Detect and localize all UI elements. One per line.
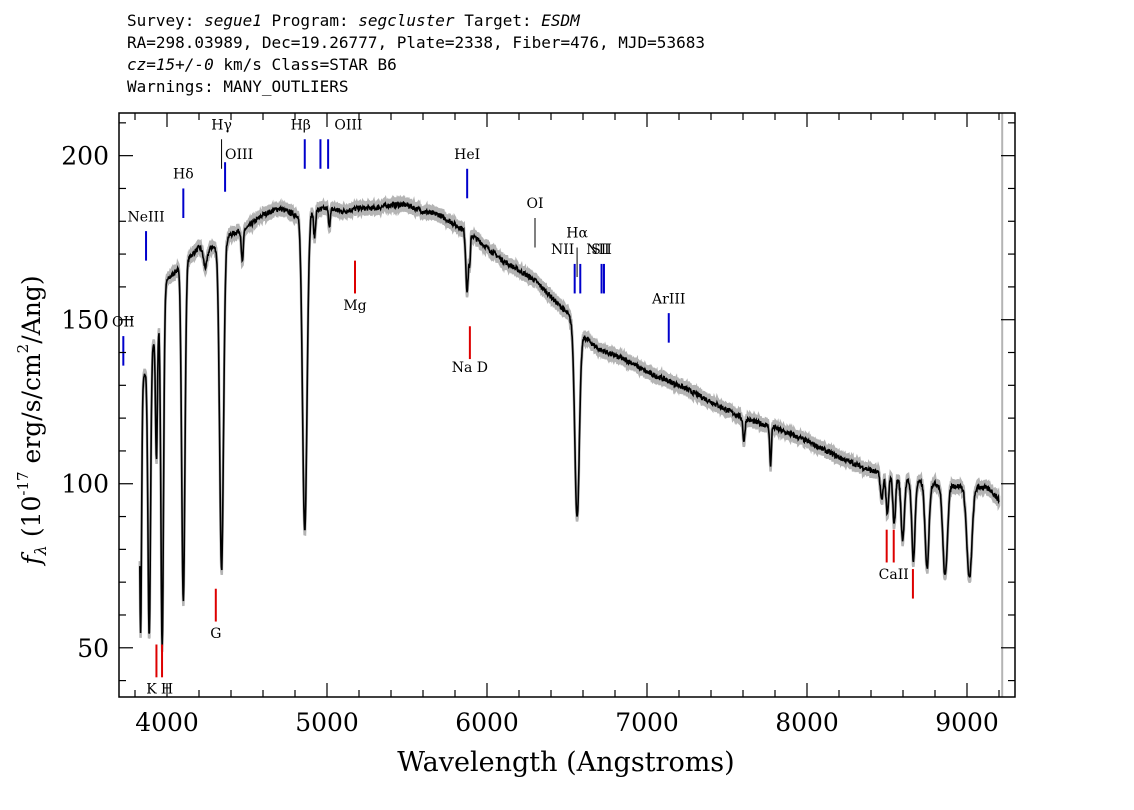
- x-tick-label-4: 8000: [775, 708, 839, 737]
- y-label-main: (10: [17, 496, 46, 538]
- line-label-5: Hβ: [291, 117, 311, 133]
- error-band-layer: [138, 194, 1001, 652]
- plot-frame: [118, 112, 1016, 698]
- line-label-10: NII: [551, 242, 574, 258]
- y-tick-label-2: 150: [61, 306, 109, 335]
- line-label-8: HeI: [454, 147, 480, 163]
- line-label-19: K: [146, 682, 157, 698]
- y-label-f: f: [17, 552, 46, 567]
- line-label-15: ArIII: [651, 291, 685, 307]
- x-axis-label: Wavelength (Angstroms): [397, 747, 734, 778]
- line-label-6: OIII: [334, 117, 362, 133]
- x-tick-label-5: 9000: [935, 708, 999, 737]
- x-tick-label-2: 6000: [455, 708, 519, 737]
- target-value: ESDM: [541, 11, 580, 30]
- spectrum-line: [139, 200, 1000, 648]
- y-label-sub: λ: [31, 545, 50, 556]
- error-band: [138, 194, 1001, 652]
- program-value: segcluster: [358, 11, 455, 30]
- line-label-4: Hγ: [211, 117, 232, 133]
- y-label-tail: /Ang): [17, 275, 46, 343]
- redshift-value: cz=15+/-0: [127, 55, 214, 74]
- y-tick-label-3: 200: [61, 142, 109, 171]
- line-label-11: Hα: [566, 226, 588, 242]
- y-axis-label: fλ (10-17 erg/s/cm2/Ang): [14, 275, 50, 566]
- x-tick-label-0: 4000: [135, 708, 199, 737]
- line-label-0: OII: [112, 314, 135, 330]
- y-label-exp2: 2: [14, 344, 32, 354]
- line-label-13: SII: [591, 242, 612, 258]
- line-label-17: Na D: [452, 360, 488, 376]
- y-tick-label-0: 50: [77, 634, 109, 663]
- line-label-14: NII: [586, 242, 609, 258]
- spectrum-layer: [139, 200, 1000, 648]
- line-label-1: NeIII: [127, 209, 164, 225]
- y-label-units: erg/s/cm: [17, 353, 46, 463]
- line-label-16: Mg: [343, 298, 366, 314]
- header-line-survey: Survey: segue1 Program: segcluster Targe…: [127, 10, 887, 32]
- program-label: Program:: [271, 11, 349, 30]
- line-label-9: OI: [526, 196, 543, 212]
- x-tick-label-1: 5000: [295, 708, 359, 737]
- line-label-2: Hδ: [173, 167, 194, 183]
- spectrum-header: Survey: segue1 Program: segcluster Targe…: [127, 10, 887, 98]
- survey-label: Survey:: [127, 11, 195, 30]
- line-label-24: CaII: [879, 567, 909, 583]
- line-label-3: OIII: [225, 147, 253, 163]
- header-line-class: cz=15+/-0 km/s Class=STAR B6: [127, 54, 887, 76]
- line-label-18: G: [210, 626, 221, 642]
- survey-value: segue1: [204, 11, 262, 30]
- header-line-warnings: Warnings: MANY_OUTLIERS: [127, 77, 349, 96]
- y-tick-label-1: 100: [61, 470, 109, 499]
- class-value: km/s Class=STAR B6: [223, 55, 397, 74]
- header-line-coords: RA=298.03989, Dec=19.26777, Plate=2338, …: [127, 33, 705, 52]
- y-label-exp: -17: [14, 471, 32, 495]
- axes-layer: 4000 5000 6000 7000 8000 9000 50 100 150 200: [61, 112, 1016, 737]
- target-label: Target:: [464, 11, 532, 30]
- x-tick-label-3: 7000: [615, 708, 679, 737]
